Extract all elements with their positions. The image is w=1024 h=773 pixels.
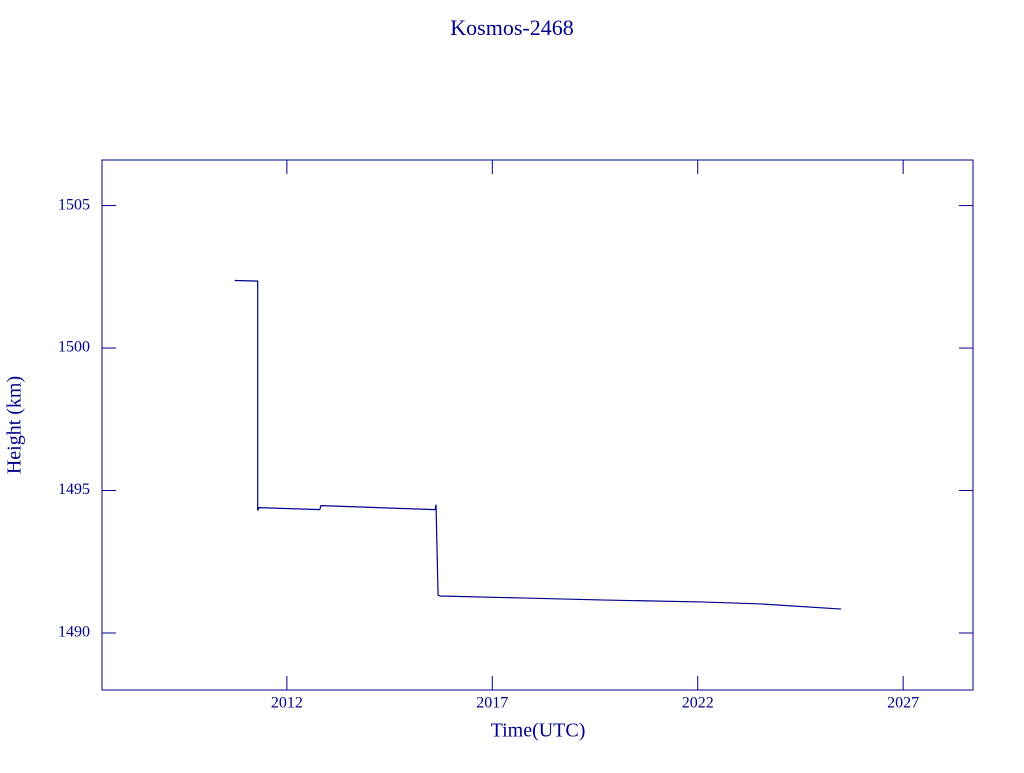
data-line xyxy=(234,279,842,610)
y-axis-label: Height (km) xyxy=(4,376,26,474)
y-tick-label: 1505 xyxy=(58,196,90,213)
y-tick-label: 1495 xyxy=(58,481,90,498)
x-tick-label: 2017 xyxy=(476,695,508,712)
y-tick-label: 1500 xyxy=(58,339,90,356)
x-axis-label: Time(UTC) xyxy=(491,720,586,742)
chart-title: Kosmos-2468 xyxy=(450,15,573,40)
x-tick-label: 2012 xyxy=(271,695,303,712)
x-tick-label: 2027 xyxy=(887,695,919,712)
y-tick-label: 1490 xyxy=(58,624,90,641)
plot-frame xyxy=(101,159,974,691)
x-tick-label: 2022 xyxy=(682,695,714,712)
